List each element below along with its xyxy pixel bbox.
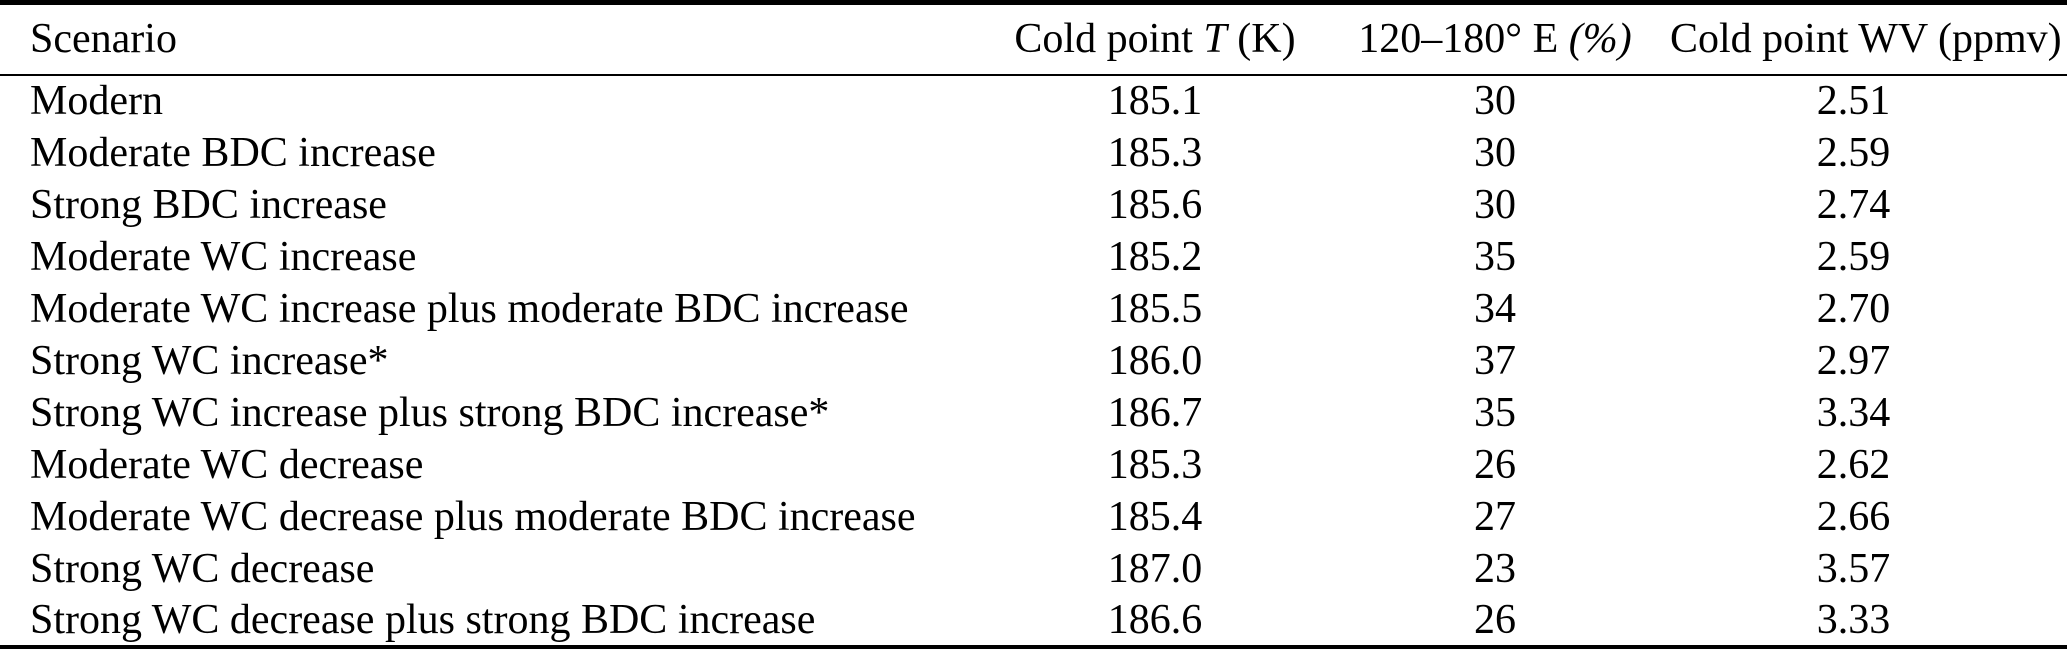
cold-point-t-cell: 186.0 — [1107, 337, 1203, 384]
header-row: Scenario Cold point T (K) 120–180° E (%)… — [0, 3, 2067, 75]
cold-point-wv-cell: 2.70 — [1816, 285, 1891, 332]
cold-point-wv-label: Cold point WV (ppmv) — [1670, 16, 2062, 63]
cold-point-t-cell: 186.7 — [1107, 389, 1203, 436]
scenario-cell: Moderate WC decrease — [30, 441, 424, 488]
region-percent-cell: 26 — [1474, 441, 1516, 488]
table-row: Strong WC increase plus strong BDC incre… — [0, 387, 2067, 439]
cold-point-t-cell: 185.5 — [1107, 285, 1203, 332]
table-body: Modern 185.1 30 2.51 Moderate BDC increa… — [0, 75, 2067, 647]
table-row: Moderate WC decrease plus moderate BDC i… — [0, 491, 2067, 543]
region-percent-cell: 35 — [1474, 389, 1516, 436]
cold-point-t-cell: 187.0 — [1107, 545, 1203, 592]
region-percent-cell: 35 — [1474, 233, 1516, 280]
scenario-cell: Strong WC increase* — [30, 337, 389, 384]
cold-point-wv-cell: 2.66 — [1816, 493, 1891, 540]
column-header-cold-point-t: Cold point T (K) — [990, 3, 1320, 75]
table-row: Strong BDC increase 185.6 30 2.74 — [0, 179, 2067, 231]
region-unit: (%) — [1568, 16, 1632, 63]
cold-point-wv-cell: 2.59 — [1816, 233, 1891, 280]
table-row: Moderate BDC increase 185.3 30 2.59 — [0, 127, 2067, 179]
column-header-scenario: Scenario — [0, 3, 990, 75]
cold-point-t-prefix: Cold point — [1014, 16, 1204, 63]
scenario-cell: Moderate WC increase — [30, 233, 417, 280]
column-header-scenario-label: Scenario — [30, 16, 177, 63]
region-percent-cell: 34 — [1474, 285, 1516, 332]
region-percent-cell: 30 — [1474, 78, 1516, 124]
cold-point-t-cell: 185.4 — [1107, 493, 1203, 540]
cold-point-t-cell: 186.6 — [1107, 596, 1203, 643]
table-row: Moderate WC increase plus moderate BDC i… — [0, 283, 2067, 335]
cold-point-wv-cell: 2.74 — [1816, 181, 1891, 228]
region-percent-cell: 27 — [1474, 493, 1516, 540]
table-row: Strong WC increase* 186.0 37 2.97 — [0, 335, 2067, 387]
cold-point-t-cell: 185.3 — [1107, 441, 1203, 488]
table-row: Modern 185.1 30 2.51 — [0, 75, 2067, 127]
table-header: Scenario Cold point T (K) 120–180° E (%)… — [0, 3, 2067, 75]
region-percent-cell: 30 — [1474, 181, 1516, 228]
table-row: Strong WC decrease 187.0 23 3.57 — [0, 543, 2067, 595]
cold-point-t-symbol: T — [1203, 16, 1227, 63]
scenario-cell: Strong WC decrease — [30, 545, 375, 592]
region-percent-cell: 23 — [1474, 545, 1516, 592]
column-header-cold-point-wv: Cold point WV (ppmv) — [1670, 3, 2067, 75]
cold-point-wv-cell: 3.57 — [1816, 545, 1891, 592]
cold-point-t-cell: 185.3 — [1107, 129, 1203, 176]
cold-point-wv-cell: 2.62 — [1816, 441, 1891, 488]
cold-point-wv-cell: 2.97 — [1816, 337, 1891, 384]
region-prefix: 120–180° E — [1358, 16, 1569, 63]
scenario-cell: Strong WC increase plus strong BDC incre… — [30, 389, 830, 436]
cold-point-wv-cell: 2.51 — [1816, 78, 1891, 124]
cold-point-t-cell: 185.1 — [1107, 78, 1203, 124]
scenario-cell: Strong BDC increase — [30, 181, 387, 228]
cold-point-wv-cell: 3.33 — [1816, 596, 1891, 643]
table-row: Moderate WC decrease 185.3 26 2.62 — [0, 439, 2067, 491]
scenario-cell: Moderate BDC increase — [30, 129, 436, 176]
column-header-region-percent: 120–180° E (%) — [1320, 3, 1670, 75]
table-row: Moderate WC increase 185.2 35 2.59 — [0, 231, 2067, 283]
cold-point-t-unit: (K) — [1226, 16, 1296, 63]
cold-point-wv-cell: 2.59 — [1816, 129, 1891, 176]
region-percent-cell: 30 — [1474, 129, 1516, 176]
table-row: Strong WC decrease plus strong BDC incre… — [0, 595, 2067, 647]
cold-point-t-cell: 185.2 — [1107, 233, 1203, 280]
scenario-cell: Strong WC decrease plus strong BDC incre… — [30, 596, 816, 643]
scenario-cell: Modern — [30, 78, 163, 124]
scenario-cell: Moderate WC increase plus moderate BDC i… — [30, 285, 909, 332]
cold-point-t-cell: 185.6 — [1107, 181, 1203, 228]
scenario-cell: Moderate WC decrease plus moderate BDC i… — [30, 493, 916, 540]
cold-point-wv-cell: 3.34 — [1816, 389, 1891, 436]
region-percent-cell: 37 — [1474, 337, 1516, 384]
region-percent-cell: 26 — [1474, 596, 1516, 643]
